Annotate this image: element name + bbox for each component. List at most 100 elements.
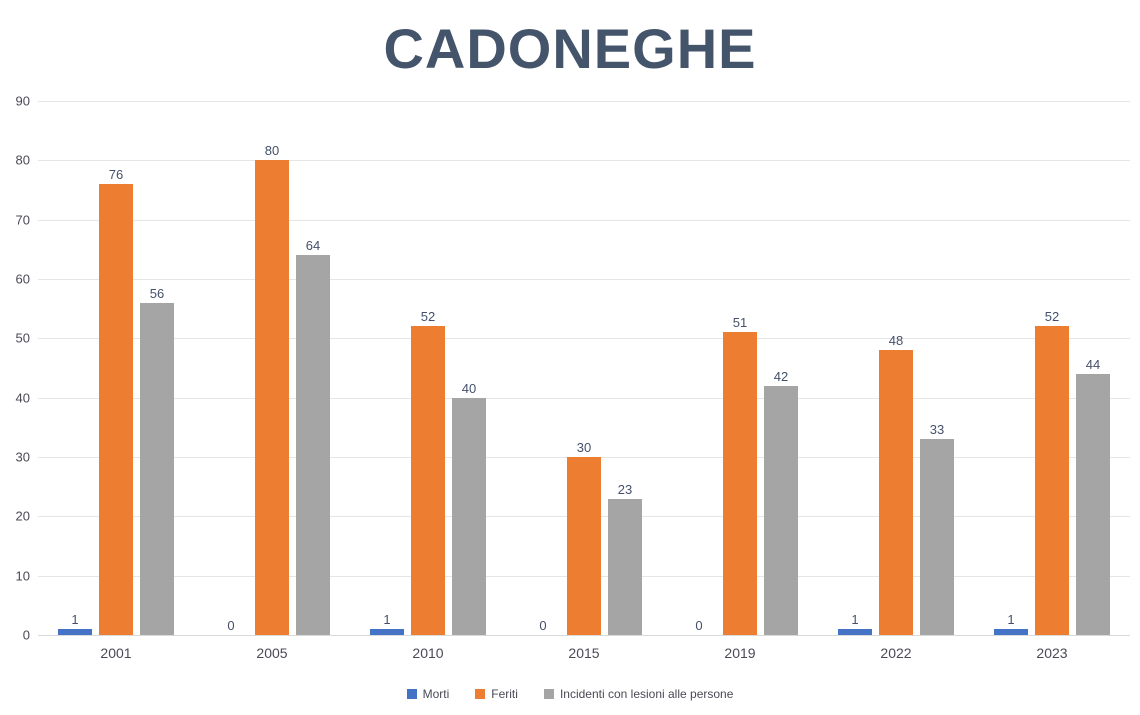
data-label: 80 — [264, 143, 280, 158]
bar-wrap-2010-incidenti: 40 — [452, 382, 486, 635]
x-axis-label-2019: 2019 — [724, 645, 756, 661]
bar-wrap-2022-morti: 1 — [838, 613, 872, 635]
gridline-80 — [38, 160, 1130, 162]
bar-2005-incidenti — [296, 255, 330, 635]
y-tick-label-70: 70 — [15, 212, 30, 228]
bar-2023-morti — [994, 629, 1028, 635]
y-tick-label-60: 60 — [15, 271, 30, 287]
data-label: 51 — [732, 315, 748, 330]
bar-wrap-2015-incidenti: 23 — [608, 483, 642, 635]
data-label: 23 — [617, 482, 633, 497]
x-axis-label-2005: 2005 — [256, 645, 288, 661]
bar-2023-feriti — [1035, 326, 1069, 635]
bar-wrap-2019-feriti: 51 — [723, 316, 757, 635]
y-tick-label-40: 40 — [15, 390, 30, 406]
bar-2005-feriti — [255, 160, 289, 635]
bar-wrap-2001-morti: 1 — [58, 613, 92, 635]
bar-2010-feriti — [411, 326, 445, 635]
x-axis-label-2015: 2015 — [568, 645, 600, 661]
y-tick-label-90: 90 — [15, 93, 30, 109]
legend-swatch-icon — [406, 689, 417, 699]
bar-wrap-2022-feriti: 48 — [879, 334, 913, 635]
bar-wrap-2010-feriti: 52 — [411, 310, 445, 635]
legend-label: Feriti — [491, 687, 518, 701]
x-axis-label-2022: 2022 — [880, 645, 912, 661]
bar-group-2023: 1 52 44 2023 — [974, 101, 1130, 661]
data-label: 44 — [1085, 357, 1101, 372]
bar-wrap-2022-incidenti: 33 — [920, 423, 954, 635]
x-axis-label-2010: 2010 — [412, 645, 444, 661]
y-tick-label-50: 50 — [15, 330, 30, 346]
data-label: 1 — [1007, 612, 1015, 627]
data-label: 48 — [888, 333, 904, 348]
legend-label: Morti — [422, 687, 450, 701]
bar-wrap-2023-morti: 1 — [994, 613, 1028, 635]
bar-group-2010: 1 52 40 2010 — [350, 101, 506, 661]
data-label: 1 — [71, 612, 79, 627]
bar-2023-incidenti — [1076, 374, 1110, 635]
legend-item-feriti: Feriti — [475, 687, 518, 701]
y-tick-label-80: 80 — [15, 152, 30, 168]
data-label: 30 — [576, 440, 592, 455]
bar-wrap-2023-incidenti: 44 — [1076, 358, 1110, 635]
data-label: 1 — [851, 612, 859, 627]
bar-2001-incidenti — [140, 303, 174, 635]
bar-2001-feriti — [99, 184, 133, 635]
gridline-50 — [38, 338, 1130, 340]
bar-2001-morti — [58, 629, 92, 635]
bar-2015-incidenti — [608, 499, 642, 635]
gridline-90 — [38, 101, 1130, 102]
bar-group-2015: 0 30 23 2015 — [506, 101, 662, 661]
data-label: 52 — [1044, 309, 1060, 324]
data-label: 42 — [773, 369, 789, 384]
bar-wrap-2015-feriti: 30 — [567, 441, 601, 635]
data-label: 76 — [108, 167, 124, 182]
plot-area: 0 10 20 30 40 50 60 70 80 90 1 76 56 2001 0 80 64 2005 1 5… — [16, 94, 1130, 661]
x-axis-label-2001: 2001 — [100, 645, 132, 661]
bar-wrap-2001-incidenti: 56 — [140, 287, 174, 635]
bar-2019-feriti — [723, 332, 757, 635]
bar-group-2022: 1 48 33 2022 — [818, 101, 974, 661]
bar-wrap-2010-morti: 1 — [370, 613, 404, 635]
legend-item-morti: Morti — [406, 687, 450, 701]
gridline-70 — [38, 219, 1130, 221]
bar-wrap-2001-feriti: 76 — [99, 168, 133, 635]
bar-wrap-2023-feriti: 52 — [1035, 310, 1069, 635]
data-label: 40 — [461, 381, 477, 396]
bar-wrap-2019-morti: 0 — [682, 619, 716, 635]
legend-item-incidenti: Incidenti con lesioni alle persone — [543, 687, 734, 701]
legend: Morti Feriti Incidenti con lesioni alle pe… — [0, 687, 1140, 701]
y-tick-label-10: 10 — [15, 568, 30, 584]
bar-group-2019: 0 51 42 2019 — [662, 101, 818, 661]
bar-groups: 1 76 56 2001 0 80 64 2005 1 52 40 2010 0 30 23 2015 0 51 4… — [38, 101, 1130, 661]
legend-swatch-icon — [543, 689, 554, 699]
data-label: 0 — [539, 618, 547, 633]
data-label: 52 — [420, 309, 436, 324]
y-tick-label-20: 20 — [15, 508, 30, 524]
bar-wrap-2005-morti: 0 — [214, 619, 248, 635]
y-tick-label-0: 0 — [22, 627, 30, 643]
bar-wrap-2015-morti: 0 — [526, 619, 560, 635]
bar-2010-incidenti — [452, 398, 486, 635]
data-label: 0 — [695, 618, 703, 633]
bar-group-2005: 0 80 64 2005 — [194, 101, 350, 661]
bar-wrap-2005-feriti: 80 — [255, 144, 289, 635]
data-label: 64 — [305, 238, 321, 253]
x-axis-label-2023: 2023 — [1036, 645, 1068, 661]
bar-2022-incidenti — [920, 439, 954, 635]
data-label: 1 — [383, 612, 391, 627]
bar-2015-feriti — [567, 457, 601, 635]
bar-2019-incidenti — [764, 386, 798, 635]
bar-group-2001: 1 76 56 2001 — [38, 101, 194, 661]
bar-2010-morti — [370, 629, 404, 635]
gridline-60 — [38, 279, 1130, 280]
bar-wrap-2005-incidenti: 64 — [296, 239, 330, 635]
gridline-40 — [38, 397, 1130, 399]
bar-wrap-2019-incidenti: 42 — [764, 370, 798, 635]
chart-title: CADONEGHE — [383, 17, 757, 80]
y-tick-label-30: 30 — [15, 449, 30, 465]
data-label: 33 — [929, 422, 945, 437]
legend-label: Incidenti con lesioni alle persone — [559, 687, 734, 701]
data-label: 56 — [149, 286, 165, 301]
